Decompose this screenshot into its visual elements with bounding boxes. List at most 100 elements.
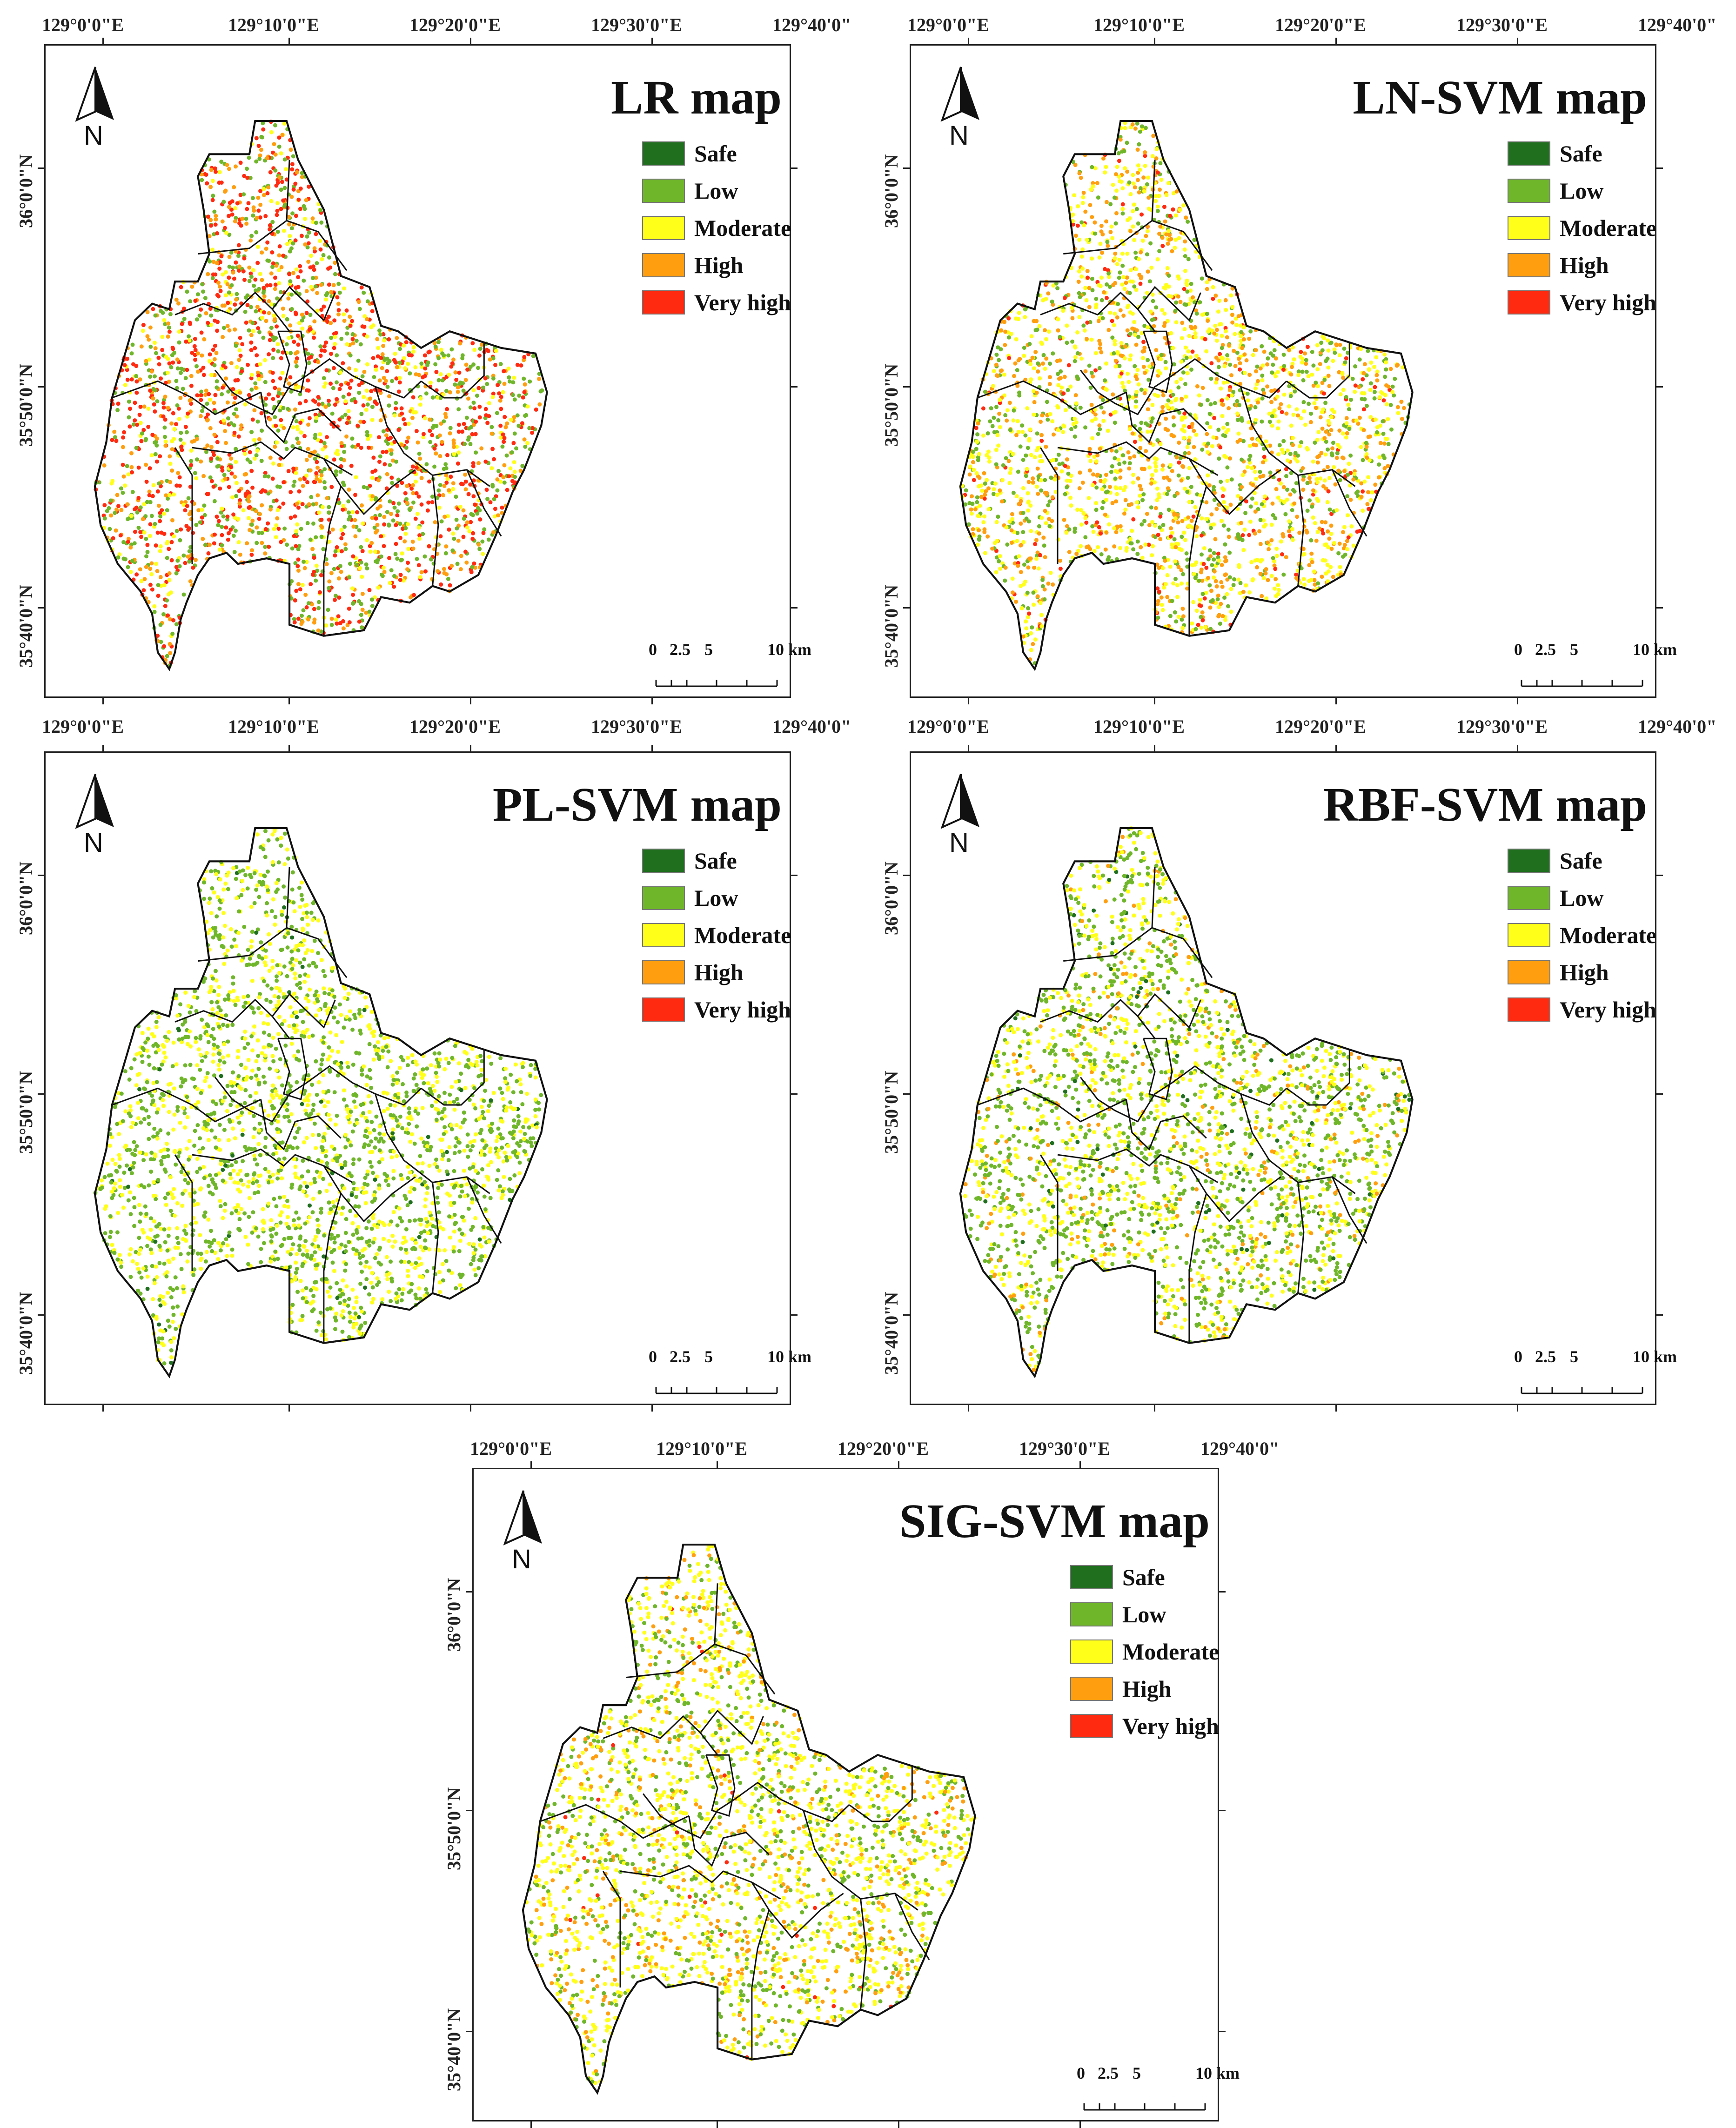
legend-item: Safe: [1070, 1563, 1165, 1591]
legend-label: Safe: [1122, 1564, 1165, 1591]
north-label: N: [84, 827, 103, 858]
legend-label: Very high: [694, 996, 791, 1023]
legend-swatch: [642, 849, 685, 873]
legend-item: Safe: [1508, 140, 1602, 167]
legend-item: Low: [1070, 1600, 1166, 1628]
legend-item: Moderate: [1508, 214, 1656, 242]
legend-label: Moderate: [1560, 922, 1656, 949]
legend-item: Safe: [642, 140, 737, 167]
legend-item: Low: [642, 177, 738, 205]
legend-swatch: [1508, 253, 1550, 277]
north-label: N: [949, 120, 969, 151]
legend-item: High: [1508, 958, 1609, 986]
legend-item: Very high: [1070, 1712, 1219, 1740]
legend-label: Moderate: [694, 214, 791, 241]
legend-item: Low: [642, 884, 738, 912]
legend-label: Very high: [694, 289, 791, 316]
legend-item: Moderate: [642, 921, 791, 949]
legend-item: Very high: [1508, 996, 1656, 1024]
legend-item: High: [642, 958, 744, 986]
legend-item: Low: [1508, 177, 1603, 205]
north-arrow-icon: N: [935, 772, 986, 861]
legend-item: Moderate: [1070, 1638, 1219, 1666]
longitude-tick: [1079, 2121, 1081, 2128]
legend-label: High: [1560, 959, 1609, 986]
legend-swatch: [1508, 886, 1550, 910]
north-label: N: [949, 827, 969, 858]
legend-item: Low: [1508, 884, 1603, 912]
legend-item: Safe: [642, 847, 737, 875]
legend-swatch: [1508, 141, 1550, 166]
legend-swatch: [642, 923, 685, 947]
legend-label: Low: [694, 177, 738, 204]
map-title: LR map: [611, 70, 782, 125]
legend-item: Moderate: [1508, 921, 1656, 949]
legend-label: Low: [694, 884, 738, 911]
legend-swatch: [1508, 997, 1550, 1022]
legend-label: Very high: [1122, 1713, 1219, 1740]
legend-label: High: [1560, 252, 1609, 279]
map-title: LN-SVM map: [1353, 70, 1647, 125]
legend-item: Safe: [1508, 847, 1602, 875]
legend-label: Low: [1560, 884, 1603, 911]
legend-label: High: [694, 252, 744, 279]
legend-swatch: [1508, 216, 1550, 240]
legend-swatch: [642, 216, 685, 240]
legend-label: Safe: [1560, 847, 1602, 874]
legend-swatch: [1070, 1714, 1113, 1738]
legend-label: Very high: [1560, 996, 1656, 1023]
legend-label: Moderate: [1560, 214, 1656, 241]
legend-label: Low: [1122, 1601, 1166, 1628]
north-arrow-icon: N: [935, 65, 986, 154]
legend-swatch: [642, 179, 685, 203]
legend-label: Moderate: [694, 922, 791, 949]
legend-item: High: [642, 251, 744, 279]
legend-swatch: [642, 960, 685, 984]
legend-label: Safe: [694, 140, 737, 167]
legend-swatch: [1508, 960, 1550, 984]
legend-item: Very high: [642, 288, 791, 316]
map-title: SIG-SVM map: [899, 1493, 1210, 1549]
legend-swatch: [1070, 1639, 1113, 1664]
legend-label: High: [1122, 1675, 1172, 1702]
legend-swatch: [1070, 1677, 1113, 1701]
legend-item: High: [1508, 251, 1609, 279]
legend-swatch: [1070, 1565, 1113, 1589]
legend-swatch: [642, 997, 685, 1022]
legend-item: Very high: [1508, 288, 1656, 316]
legend-label: Low: [1560, 177, 1603, 204]
legend-label: Moderate: [1122, 1638, 1219, 1665]
longitude-tick: [717, 2121, 718, 2128]
longitude-tick: [898, 2121, 899, 2128]
legend-item: Very high: [642, 996, 791, 1024]
longitude-tick: [530, 2121, 532, 2128]
legend-swatch: [642, 141, 685, 166]
map-title: PL-SVM map: [493, 777, 782, 832]
legend-swatch: [1508, 849, 1550, 873]
north-label: N: [84, 120, 103, 151]
legend-label: Safe: [1560, 140, 1602, 167]
legend-item: High: [1070, 1675, 1172, 1703]
legend-label: Safe: [694, 847, 737, 874]
north-label: N: [512, 1544, 531, 1575]
legend-swatch: [1508, 923, 1550, 947]
legend-label: Very high: [1560, 289, 1656, 316]
legend-swatch: [642, 253, 685, 277]
north-arrow-icon: N: [70, 772, 121, 861]
legend-swatch: [1070, 1602, 1113, 1626]
legend-label: High: [694, 959, 744, 986]
legend-swatch: [642, 886, 685, 910]
legend-item: Moderate: [642, 214, 791, 242]
legend-swatch: [1508, 290, 1550, 315]
north-arrow-icon: N: [70, 65, 121, 154]
north-arrow-icon: N: [498, 1489, 549, 1577]
